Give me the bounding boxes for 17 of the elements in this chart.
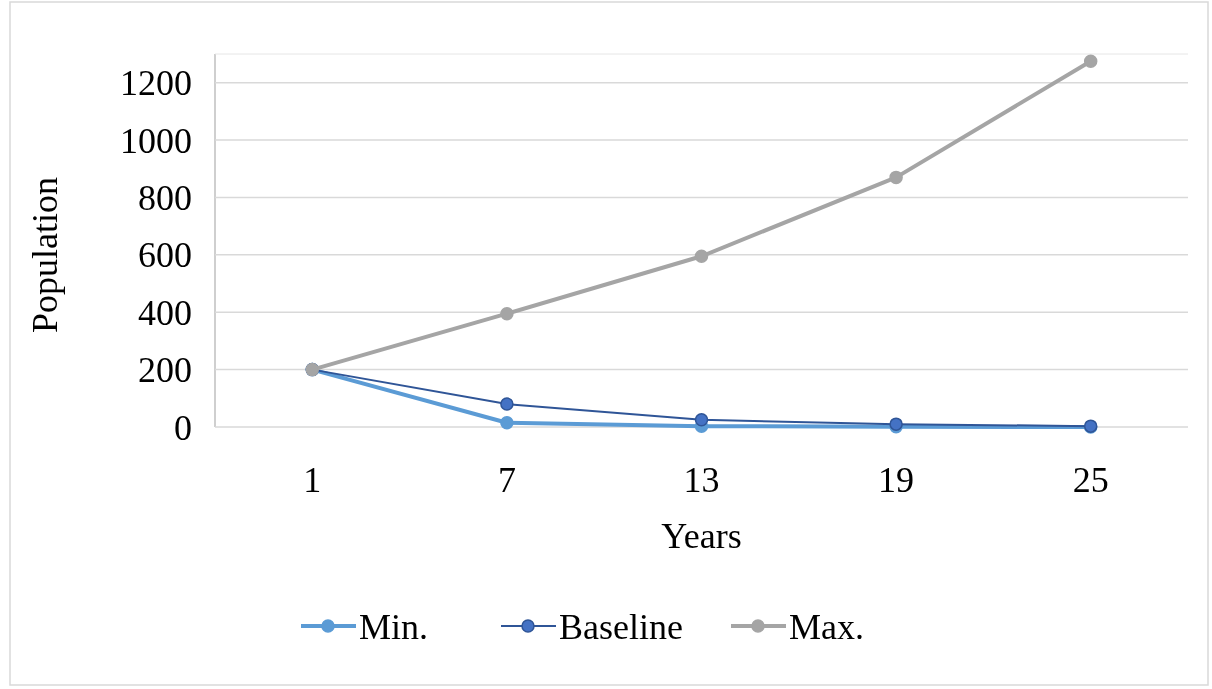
- x-tick-label: 1: [303, 460, 322, 500]
- y-tick-label: 400: [138, 292, 192, 333]
- x-tick-label: 13: [683, 460, 720, 500]
- legend-label: Min.: [359, 606, 429, 647]
- y-axis-title: Population: [25, 176, 65, 334]
- x-tick-label: 25: [1072, 460, 1109, 500]
- y-tick-label: 0: [174, 407, 192, 448]
- y-tick-label: 1000: [120, 120, 192, 161]
- x-axis-title: Years: [661, 516, 742, 556]
- y-tick-label: 200: [138, 350, 192, 391]
- legend-label: Baseline: [559, 606, 683, 647]
- x-tick-label: 7: [497, 460, 516, 500]
- y-tick-label: 600: [138, 235, 192, 276]
- x-tick-label: 19: [878, 460, 915, 500]
- y-tick-label: 1200: [120, 63, 192, 104]
- legend-label: Max.: [789, 606, 864, 647]
- y-tick-label: 800: [138, 178, 192, 219]
